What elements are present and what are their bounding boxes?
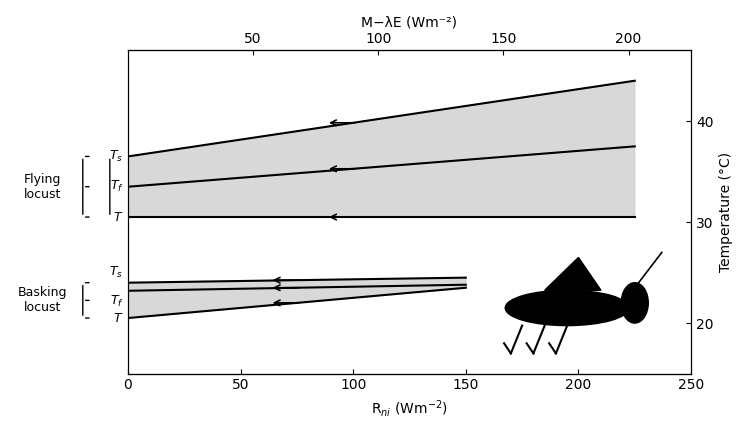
- Text: $T$: $T$: [113, 312, 123, 325]
- Text: $T_f$: $T_f$: [109, 294, 123, 309]
- Ellipse shape: [622, 283, 649, 323]
- Polygon shape: [128, 278, 466, 318]
- Text: Basking
locust: Basking locust: [17, 286, 67, 314]
- Text: $T$: $T$: [113, 210, 123, 224]
- X-axis label: M−λE (Wm⁻²): M−λE (Wm⁻²): [361, 15, 458, 29]
- Y-axis label: Temperature (°C): Temperature (°C): [719, 152, 733, 272]
- X-axis label: R$_{ni}$ (Wm$^{-2}$): R$_{ni}$ (Wm$^{-2}$): [371, 398, 448, 419]
- Text: Flying
locust: Flying locust: [24, 173, 61, 201]
- Polygon shape: [128, 81, 635, 187]
- Ellipse shape: [505, 290, 629, 326]
- Text: $T_s$: $T_s$: [109, 149, 123, 164]
- Polygon shape: [545, 257, 601, 290]
- Text: $T_f$: $T_f$: [109, 179, 123, 194]
- Text: $T_s$: $T_s$: [109, 265, 123, 279]
- Polygon shape: [128, 146, 635, 217]
